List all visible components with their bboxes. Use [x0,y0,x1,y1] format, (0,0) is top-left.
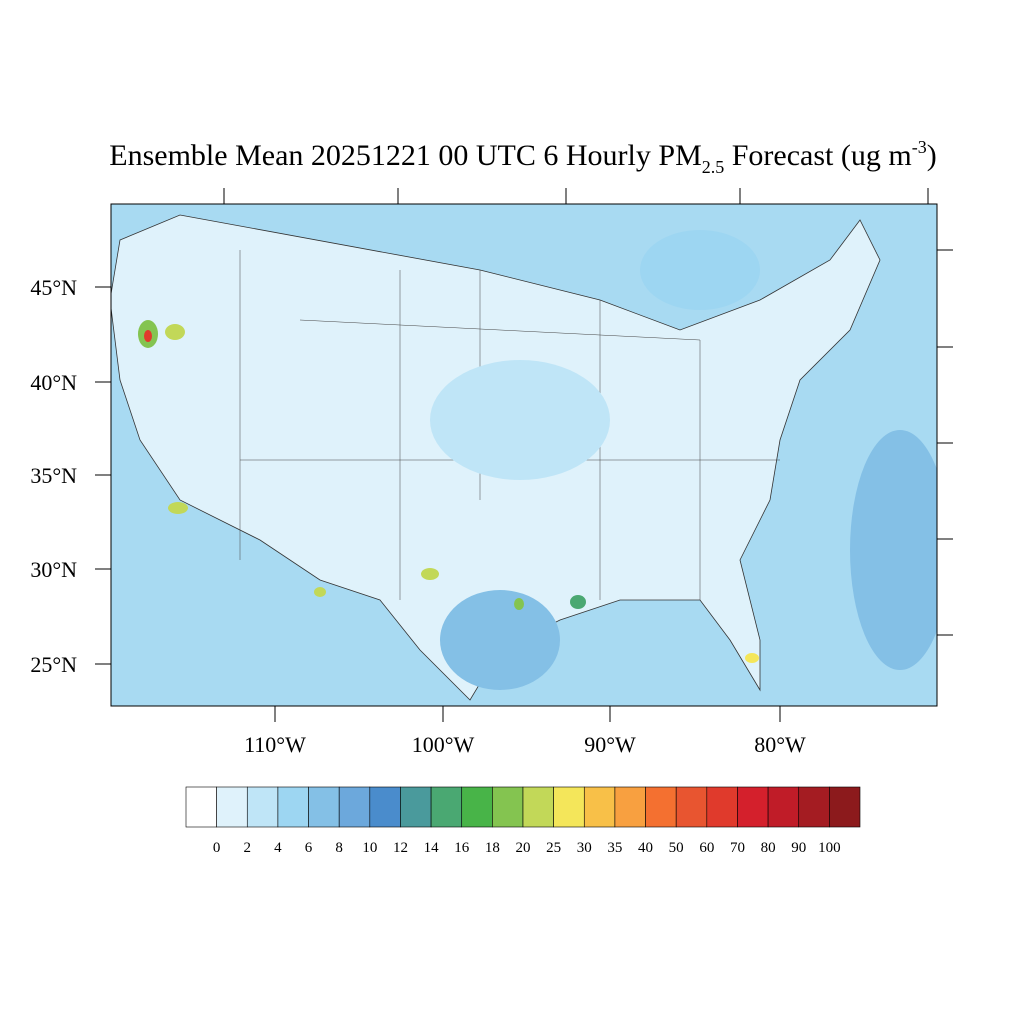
colorbar-label: 50 [669,840,684,856]
hotspot [144,330,152,342]
colorbar-box [767,786,800,828]
title-sub: 2.5 [702,157,725,177]
lon-label: 100°W [412,732,475,757]
colorbar-box [461,786,493,828]
colorbar-label: 60 [699,840,714,856]
haze [850,430,937,670]
colorbar-label: 80 [761,840,776,856]
colorbar-box [246,786,279,828]
title-sup: -3 [912,137,927,157]
colorbar-box [216,786,248,828]
graticule-ticks [95,188,953,722]
hotspot [165,324,185,340]
colorbar-label: 8 [335,840,343,856]
title-mid: Forecast (ug m [724,139,911,172]
colorbar-box [277,786,309,828]
colorbar-label: 20 [516,840,531,856]
hotspot [168,502,188,514]
colorbar-label: 14 [424,840,440,856]
colorbar-box [645,786,677,828]
lat-label: 45°N [30,275,77,300]
lat-label: 30°N [30,557,77,582]
colorbar-label: 4 [274,840,282,856]
hotspot [570,595,586,609]
map-field [111,204,937,706]
lat-label: 40°N [30,370,77,395]
lon-label: 90°W [584,732,636,757]
colorbar-box [798,786,830,828]
colorbar-label: 30 [577,840,592,856]
colorbar-label: 100 [818,840,841,856]
colorbar: 0 2 4 6 8 10 12 14 16 18 20 25 30 35 40 50 60 70 80 90 100 [185,786,861,856]
colorbar-label: 35 [607,840,622,856]
lat-label: 25°N [30,652,77,677]
hotspot [514,598,524,610]
colorbar-label: 18 [485,840,500,856]
colorbar-box [400,786,432,828]
colorbar-box [583,786,616,828]
colorbar-label: 2 [244,840,252,856]
hotspot [745,653,759,663]
colorbar-label: 12 [393,840,408,856]
colorbar-box [553,786,585,828]
colorbar-label: 16 [454,840,470,856]
colorbar-box [829,786,861,828]
map-frame [110,203,938,707]
title: Ensemble Mean 20251221 00 UTC 6 Hourly P… [109,137,936,177]
colorbar-box [675,786,708,828]
haze [430,360,610,480]
colorbar-box [338,786,371,828]
lon-label: 80°W [754,732,806,757]
colorbar-box [737,786,769,828]
lat-label: 35°N [30,463,77,488]
colorbar-label: 70 [730,840,745,856]
colorbar-label: 90 [791,840,806,856]
colorbar-label: 40 [638,840,653,856]
hotspot [314,587,326,597]
colorbar-label: 6 [305,840,313,856]
colorbar-box [308,786,340,828]
title-main: Ensemble Mean 20251221 00 UTC 6 Hourly P… [109,139,701,172]
colorbar-box [706,786,738,828]
colorbar-box [185,786,217,828]
colorbar-box [430,786,463,828]
colorbar-label: 25 [546,840,561,856]
colorbar-box [492,786,524,828]
colorbar-box [614,786,646,828]
haze [440,590,560,690]
axis-labels: 45°N 40°N 35°N 30°N 25°N 110°W 100°W 90°W 80°W [30,275,806,757]
colorbar-box [369,786,401,828]
lon-label: 110°W [244,732,306,757]
colorbar-label: 0 [213,840,221,856]
hotspot [421,568,439,580]
colorbar-label: 10 [362,840,377,856]
title-end: ) [927,139,937,172]
haze [640,230,760,310]
colorbar-box [522,786,554,828]
